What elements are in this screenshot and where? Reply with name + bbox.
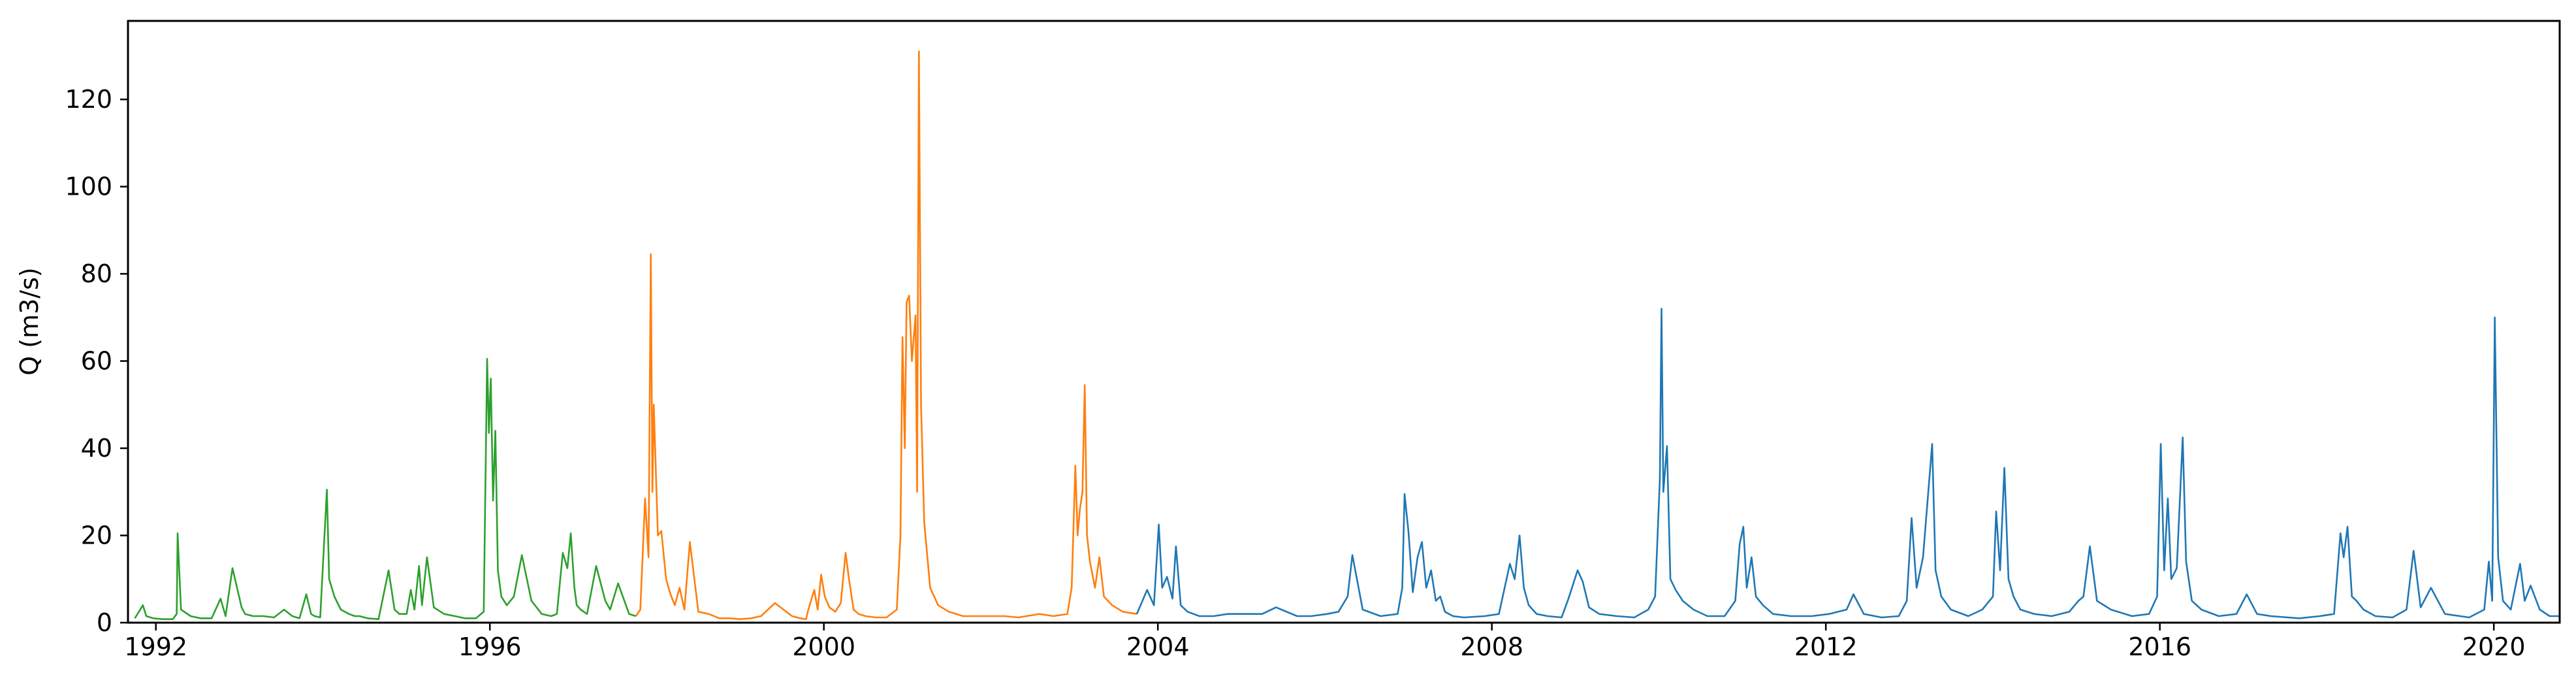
x-tick-label: 2008 [1460, 632, 1523, 661]
x-tick-label: 2020 [2462, 632, 2526, 661]
series-layer [134, 50, 2560, 621]
y-tick-label: 20 [81, 521, 112, 550]
y-tick-label: 60 [81, 347, 112, 376]
series-line-2 [635, 50, 1137, 621]
y-tick-label: 120 [65, 85, 112, 114]
axis-layer: 1992 1996 2000 2004 2008 2012 2016 2020 0 20 40 60 8… [65, 85, 2525, 661]
y-tick-label: 80 [81, 259, 112, 288]
x-tick-label: 2004 [1126, 632, 1190, 661]
y-tick-label: 0 [97, 608, 112, 637]
y-tick-label: 40 [81, 434, 112, 463]
series-line-3 [1136, 308, 2560, 619]
x-tick-label: 2012 [1794, 632, 1858, 661]
x-tick-label: 2000 [792, 632, 855, 661]
plot-frame [127, 20, 2561, 624]
y-axis-label: Q (m3/s) [15, 267, 44, 375]
x-tick-label: 1996 [458, 632, 522, 661]
x-tick-label: 1992 [124, 632, 187, 661]
y-tick-label: 100 [65, 172, 112, 201]
series-line-1 [134, 357, 637, 621]
x-tick-label: 2016 [2128, 632, 2191, 661]
